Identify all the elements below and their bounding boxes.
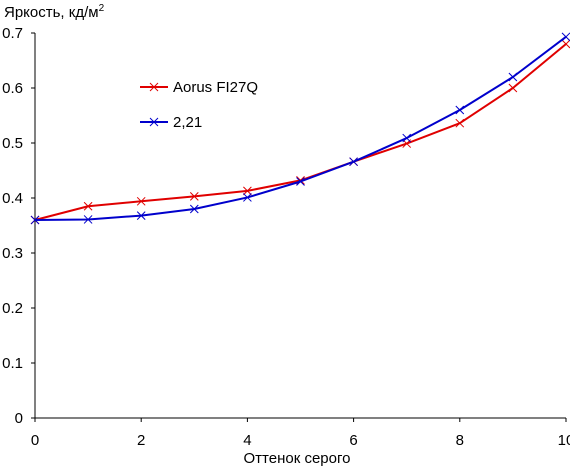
- legend-marker: [149, 117, 159, 127]
- data-point: [189, 204, 199, 214]
- series-1: [30, 39, 570, 225]
- y-tick-label: 0.3: [2, 245, 23, 262]
- series-line: [34, 43, 567, 221]
- x-tick-label: 10: [558, 432, 570, 449]
- legend-label: Aorus FI27Q: [173, 79, 258, 96]
- x-tick-label: 2: [137, 432, 145, 449]
- data-point: [136, 196, 146, 206]
- data-point: [136, 211, 146, 220]
- svg-text:Яркость, кд/м2: Яркость, кд/м2: [4, 3, 105, 21]
- series-2: [30, 32, 570, 225]
- y-tick-label: 0.6: [2, 80, 23, 97]
- legend-item: Aorus FI27Q: [140, 79, 258, 96]
- data-point: [83, 215, 93, 224]
- data-point: [296, 177, 305, 186]
- y-tick-label: 0.2: [2, 300, 23, 317]
- data-point: [508, 83, 518, 93]
- y-axis-title: Яркость, кд/м2: [4, 3, 105, 21]
- legend: Aorus FI27Q 2,21: [140, 79, 258, 131]
- data-point: [508, 72, 518, 82]
- y-tick-label: 0.1: [2, 355, 23, 372]
- y-tick-label: 0.7: [2, 25, 23, 42]
- data-point: [189, 191, 199, 201]
- y-axis-title-superscript: 2: [99, 3, 105, 14]
- series-line: [34, 36, 567, 221]
- data-point: [561, 32, 570, 42]
- y-axis-title-text: Яркость, кд/м: [4, 4, 99, 21]
- legend-label: 2,21: [173, 114, 202, 131]
- axes: 0 0.1 0.2 0.3 0.4 0.5 0.6 0.7 0 2 4 6 8 10: [2, 25, 570, 449]
- data-point: [30, 215, 40, 225]
- data-point: [243, 186, 252, 196]
- series-layer: [30, 32, 570, 225]
- x-tick-label: 6: [349, 432, 357, 449]
- x-axis-title: Оттенок серого: [244, 450, 351, 467]
- x-tick-label: 8: [456, 432, 464, 449]
- data-point: [455, 118, 465, 128]
- x-tick-label: 0: [31, 432, 39, 449]
- legend-marker: [149, 82, 159, 92]
- data-point: [402, 133, 412, 143]
- y-tick-label: 0: [15, 410, 23, 427]
- legend-item: 2,21: [140, 114, 202, 131]
- data-point: [83, 201, 93, 211]
- y-tick-label: 0.4: [2, 190, 23, 207]
- data-point: [561, 39, 570, 49]
- data-point: [455, 105, 465, 115]
- data-point: [349, 157, 358, 167]
- y-tick-label: 0.5: [2, 135, 23, 152]
- x-tick-label: 4: [243, 432, 251, 449]
- data-point: [243, 193, 252, 202]
